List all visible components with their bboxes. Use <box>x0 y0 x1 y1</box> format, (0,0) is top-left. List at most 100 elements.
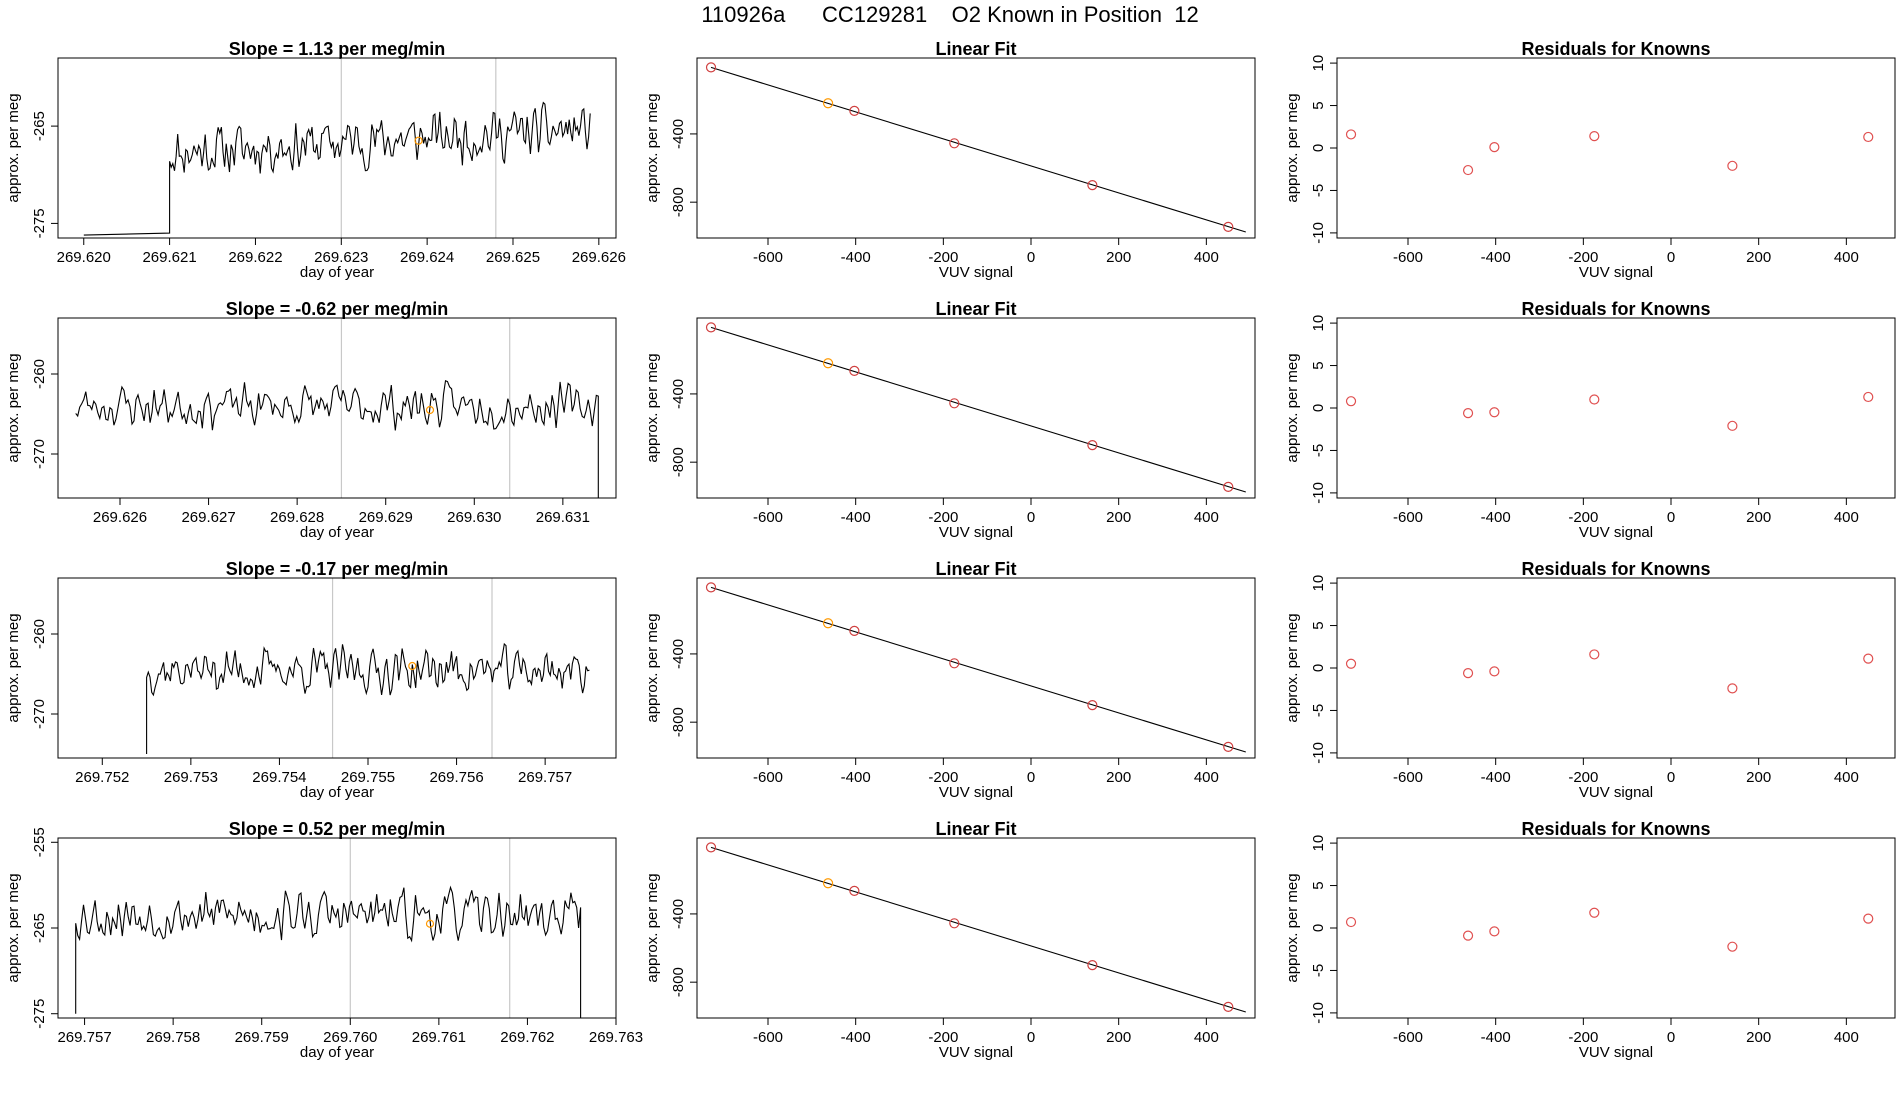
y-tick-label: 10 <box>1310 315 1327 332</box>
residual-point <box>1462 164 1474 176</box>
x-tick-label: 269.631 <box>536 509 590 526</box>
x-tick-label: 200 <box>1106 509 1131 526</box>
fit-point <box>949 658 960 669</box>
y-tick-label: -400 <box>670 899 687 929</box>
residual-point <box>1727 941 1738 952</box>
x-tick-label: 269.760 <box>323 1029 377 1046</box>
x-tick-label: 400 <box>1834 249 1859 266</box>
fit-point <box>822 878 834 889</box>
data-series-line <box>75 885 582 1018</box>
y-tick-label: -275 <box>31 999 48 1029</box>
x-tick-label: -200 <box>1568 249 1598 266</box>
y-tick-label: -5 <box>1310 444 1327 457</box>
plot-frame <box>57 57 617 239</box>
x-axis-label: day of year <box>300 524 374 541</box>
x-tick-label: -400 <box>841 509 871 526</box>
data-series-line <box>83 101 591 236</box>
chart-panel-3: Slope = -0.62 per meg/min day of year appr… <box>5 299 617 541</box>
x-tick-label: 269.620 <box>57 249 111 266</box>
chart-panel-8: Residuals for Knowns VUV signal approx. pe… <box>1284 559 1896 801</box>
plot-frame <box>696 577 1256 759</box>
fit-point <box>1087 440 1098 451</box>
x-tick-label: 0 <box>1667 509 1675 526</box>
x-tick-label: -600 <box>1393 249 1423 266</box>
y-tick-label: 5 <box>1310 881 1327 889</box>
x-tick-label: 0 <box>1667 1029 1675 1046</box>
x-tick-label: 0 <box>1027 769 1035 786</box>
x-tick-label: 269.626 <box>572 249 626 266</box>
x-tick-label: 400 <box>1834 1029 1859 1046</box>
data-series-line <box>146 642 590 754</box>
x-tick-label: -400 <box>841 1029 871 1046</box>
chart-title: Residuals for Knowns <box>1521 559 1710 579</box>
x-tick-label: -200 <box>928 509 958 526</box>
y-tick-label: -10 <box>1310 1002 1327 1024</box>
fit-point <box>822 618 834 629</box>
x-tick-label: 269.626 <box>93 509 147 526</box>
y-axis-label: approx. per meg <box>1284 353 1301 462</box>
y-tick-label: -800 <box>670 967 687 997</box>
fit-line <box>710 66 1246 233</box>
y-tick-label: -275 <box>31 208 48 238</box>
y-tick-label: 0 <box>1310 664 1327 672</box>
plot-frame <box>57 837 617 1019</box>
y-axis-label: approx. per meg <box>5 353 22 462</box>
fit-point <box>949 138 960 149</box>
y-tick-label: -400 <box>670 639 687 669</box>
residual-point <box>1863 391 1874 403</box>
y-tick-label: -5 <box>1310 184 1327 197</box>
residual-point <box>1489 407 1500 418</box>
x-tick-label: -400 <box>1481 249 1511 266</box>
chart-title: Linear Fit <box>935 299 1016 319</box>
chart-title: Slope = 1.13 per meg/min <box>229 39 446 59</box>
x-tick-label: 269.622 <box>228 249 282 266</box>
residual-point <box>1589 394 1600 405</box>
x-tick-label: 400 <box>1834 509 1859 526</box>
y-tick-label: 5 <box>1310 361 1327 369</box>
y-axis-label: approx. per meg <box>5 613 22 722</box>
x-tick-label: 269.756 <box>429 769 483 786</box>
x-axis-label: day of year <box>300 264 374 281</box>
chart-title: Residuals for Knowns <box>1521 819 1710 839</box>
y-tick-label: 0 <box>1310 144 1327 152</box>
chart-panel-11: Residuals for Knowns VUV signal approx. pe… <box>1284 819 1896 1061</box>
x-tick-label: -600 <box>1393 1029 1423 1046</box>
x-axis-label: day of year <box>300 1044 374 1061</box>
chart-title: Slope = -0.17 per meg/min <box>226 559 449 579</box>
y-axis-label: approx. per meg <box>644 613 661 722</box>
chart-panel-6: Slope = -0.17 per meg/min day of year appr… <box>5 559 617 801</box>
x-tick-label: 269.758 <box>146 1029 200 1046</box>
y-tick-label: 10 <box>1310 835 1327 852</box>
residual-point <box>1727 420 1738 431</box>
x-tick-label: -600 <box>753 249 783 266</box>
x-tick-label: 269.753 <box>164 769 218 786</box>
residual-point <box>1489 926 1500 937</box>
chart-panel-4: Linear Fit VUV signal approx. per meg -600 -… <box>644 299 1256 541</box>
chart-panel-10: Linear Fit VUV signal approx. per meg -600 -… <box>644 819 1256 1061</box>
residual-point <box>1345 658 1357 669</box>
fit-point <box>705 322 717 333</box>
x-tick-label: 0 <box>1027 1029 1035 1046</box>
residual-point <box>1863 653 1874 664</box>
y-tick-label: -265 <box>31 913 48 943</box>
x-tick-label: 269.623 <box>314 249 368 266</box>
y-tick-label: -255 <box>31 827 48 857</box>
x-tick-label: -600 <box>1393 769 1423 786</box>
plot-frame <box>696 57 1256 239</box>
fit-point <box>822 358 834 369</box>
plot-frame <box>57 577 617 759</box>
x-tick-label: 200 <box>1746 769 1771 786</box>
x-tick-label: 0 <box>1667 249 1675 266</box>
x-tick-label: -400 <box>841 249 871 266</box>
y-tick-label: -5 <box>1310 704 1327 717</box>
y-tick-label: -400 <box>670 119 687 149</box>
x-tick-label: 269.757 <box>518 769 572 786</box>
y-tick-label: -800 <box>670 447 687 477</box>
residual-point <box>1863 131 1874 143</box>
fit-point <box>1223 221 1234 233</box>
known-marker <box>425 919 435 928</box>
x-tick-label: 0 <box>1027 249 1035 266</box>
y-tick-label: 0 <box>1310 404 1327 412</box>
residual-point <box>1345 916 1357 928</box>
